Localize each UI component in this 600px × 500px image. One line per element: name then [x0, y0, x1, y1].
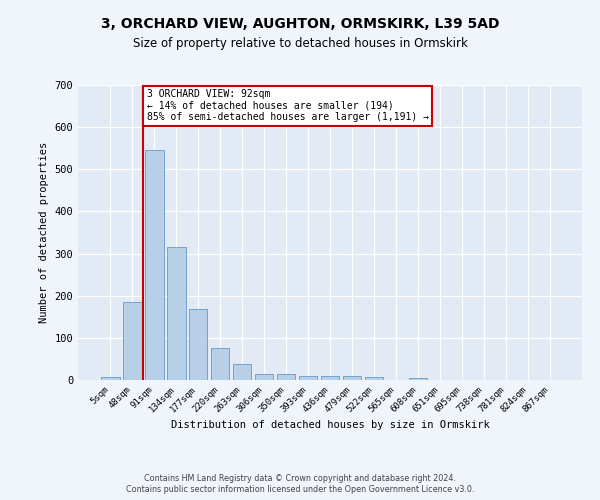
Bar	[167, 247, 185, 380]
Bar	[320, 376, 340, 380]
Bar	[233, 364, 251, 380]
Bar	[101, 376, 119, 380]
Text: 3 ORCHARD VIEW: 92sqm
← 14% of detached houses are smaller (194)
85% of semi-det: 3 ORCHARD VIEW: 92sqm ← 14% of detached …	[146, 89, 428, 122]
Bar	[365, 377, 383, 380]
X-axis label: Distribution of detached houses by size in Ormskirk: Distribution of detached houses by size …	[170, 420, 490, 430]
Text: Size of property relative to detached houses in Ormskirk: Size of property relative to detached ho…	[133, 38, 467, 51]
Bar	[277, 374, 295, 380]
Bar	[409, 378, 427, 380]
Y-axis label: Number of detached properties: Number of detached properties	[39, 142, 49, 323]
Text: 3, ORCHARD VIEW, AUGHTON, ORMSKIRK, L39 5AD: 3, ORCHARD VIEW, AUGHTON, ORMSKIRK, L39 …	[101, 18, 499, 32]
Text: Contains HM Land Registry data © Crown copyright and database right 2024.
Contai: Contains HM Land Registry data © Crown c…	[126, 474, 474, 494]
Bar	[145, 150, 164, 380]
Bar	[189, 309, 208, 380]
Bar	[255, 374, 274, 380]
Bar	[123, 302, 142, 380]
Bar	[343, 376, 361, 380]
Bar	[299, 376, 317, 380]
Bar	[211, 348, 229, 380]
